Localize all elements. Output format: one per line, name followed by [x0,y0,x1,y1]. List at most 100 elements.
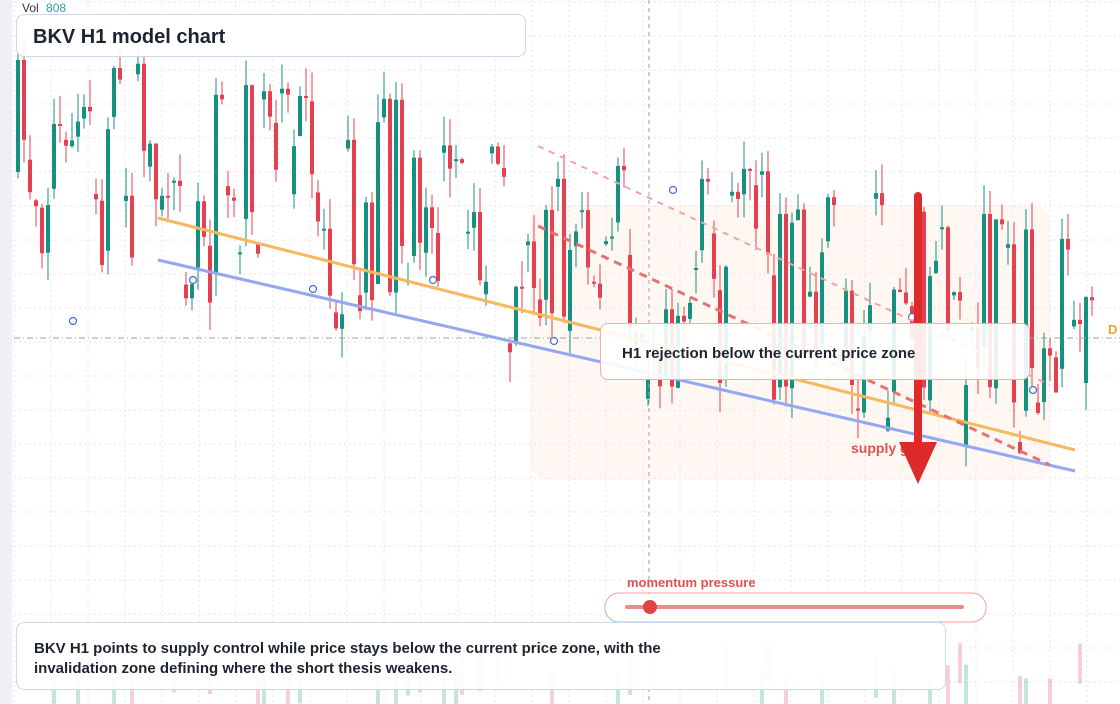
candle-body [868,305,872,331]
candle-body [310,101,314,175]
pivot-marker [428,275,438,285]
candle-body [814,291,818,352]
candle-body [1054,357,1058,393]
candle-body [232,197,236,201]
candle-body [100,200,104,266]
volume-bar [1018,676,1022,704]
candle-body [106,129,110,251]
volume-bar [928,679,932,704]
volume-bar [958,643,962,684]
candle-body [952,292,956,296]
arrow-head [899,442,937,484]
candle-body [250,85,254,213]
candle-body [46,205,50,253]
candle-body [256,243,260,254]
candle-body [70,140,74,147]
candle-body [454,159,458,162]
candle-body [442,145,446,153]
candle-body [604,241,608,245]
pivot-marker [668,185,678,195]
candle-body [268,91,272,117]
candle-body [706,178,710,182]
candle-body [1084,297,1088,383]
candle-body [28,159,32,193]
candle-body [424,207,428,253]
volume-bar [1048,678,1052,704]
candle-body [574,231,578,247]
candle-body [526,241,530,246]
candle-body [580,210,584,213]
candle-body [598,283,602,298]
candle-body [472,212,476,228]
candle-body [274,122,278,170]
candle-body [52,123,56,189]
candle-body [496,146,500,164]
candle-body [760,171,764,175]
candle-body [544,209,548,300]
candle-body [1072,319,1076,327]
candle-body [562,178,566,317]
candle-body [196,201,200,268]
candle-body [940,227,944,230]
summary-box: BKV H1 points to supply control while pr… [16,622,946,690]
candle-body [688,302,692,319]
callout-box: H1 rejection below the current price zon… [600,323,1030,380]
candle-body [748,168,752,171]
vol-value: 808 [46,1,67,15]
candle-body [376,122,380,285]
candle-body [238,252,242,255]
candle-body [508,343,512,353]
candle-body [982,214,986,347]
candle-body [202,201,206,237]
candle-body [622,165,626,171]
momentum-label: momentum pressure [627,575,756,590]
callout-text: H1 rejection below the current price zon… [622,345,916,362]
candle-body [520,286,524,289]
candle-body [694,268,698,271]
candle-body [16,60,20,172]
candle-body [400,99,404,247]
candle-body [322,228,326,231]
candle-body [490,146,494,154]
candle-body [316,192,320,222]
candle-body [304,95,308,98]
candle-body [1030,229,1034,368]
candle-body [946,227,950,331]
volume-bar [286,676,290,704]
candle-body [124,195,128,201]
candle-body [802,209,806,354]
candle-body [388,98,392,293]
title-box: BKV H1 model chart [16,14,526,57]
candle-body [154,143,158,200]
momentum-knob [643,600,657,614]
candle-body [736,191,740,199]
candle-body [40,207,44,254]
candle-body [556,178,560,187]
candle-body [64,139,68,146]
candle-body [910,306,914,340]
left-rail [0,0,12,704]
candle-body [742,168,746,195]
candle-body [538,299,542,318]
candle-body [1000,219,1004,225]
candle-body [502,168,506,177]
candle-body [418,157,422,243]
candle-body [1078,319,1082,325]
candle-body [628,254,632,329]
candle-body [478,212,482,281]
candle-body [148,143,152,167]
volume-bar [112,676,116,704]
pivot-marker [308,284,318,294]
candle-body [934,260,938,274]
candle-body [964,385,968,446]
title: BKV H1 model chart [33,26,226,48]
candle-body [340,314,344,329]
candle-body [160,195,164,210]
candle-body [466,231,470,234]
candle-body [856,408,860,411]
price-tag: D [1108,322,1117,337]
candle-body [568,249,572,331]
candle-body [262,91,266,100]
candle-body [94,194,98,200]
